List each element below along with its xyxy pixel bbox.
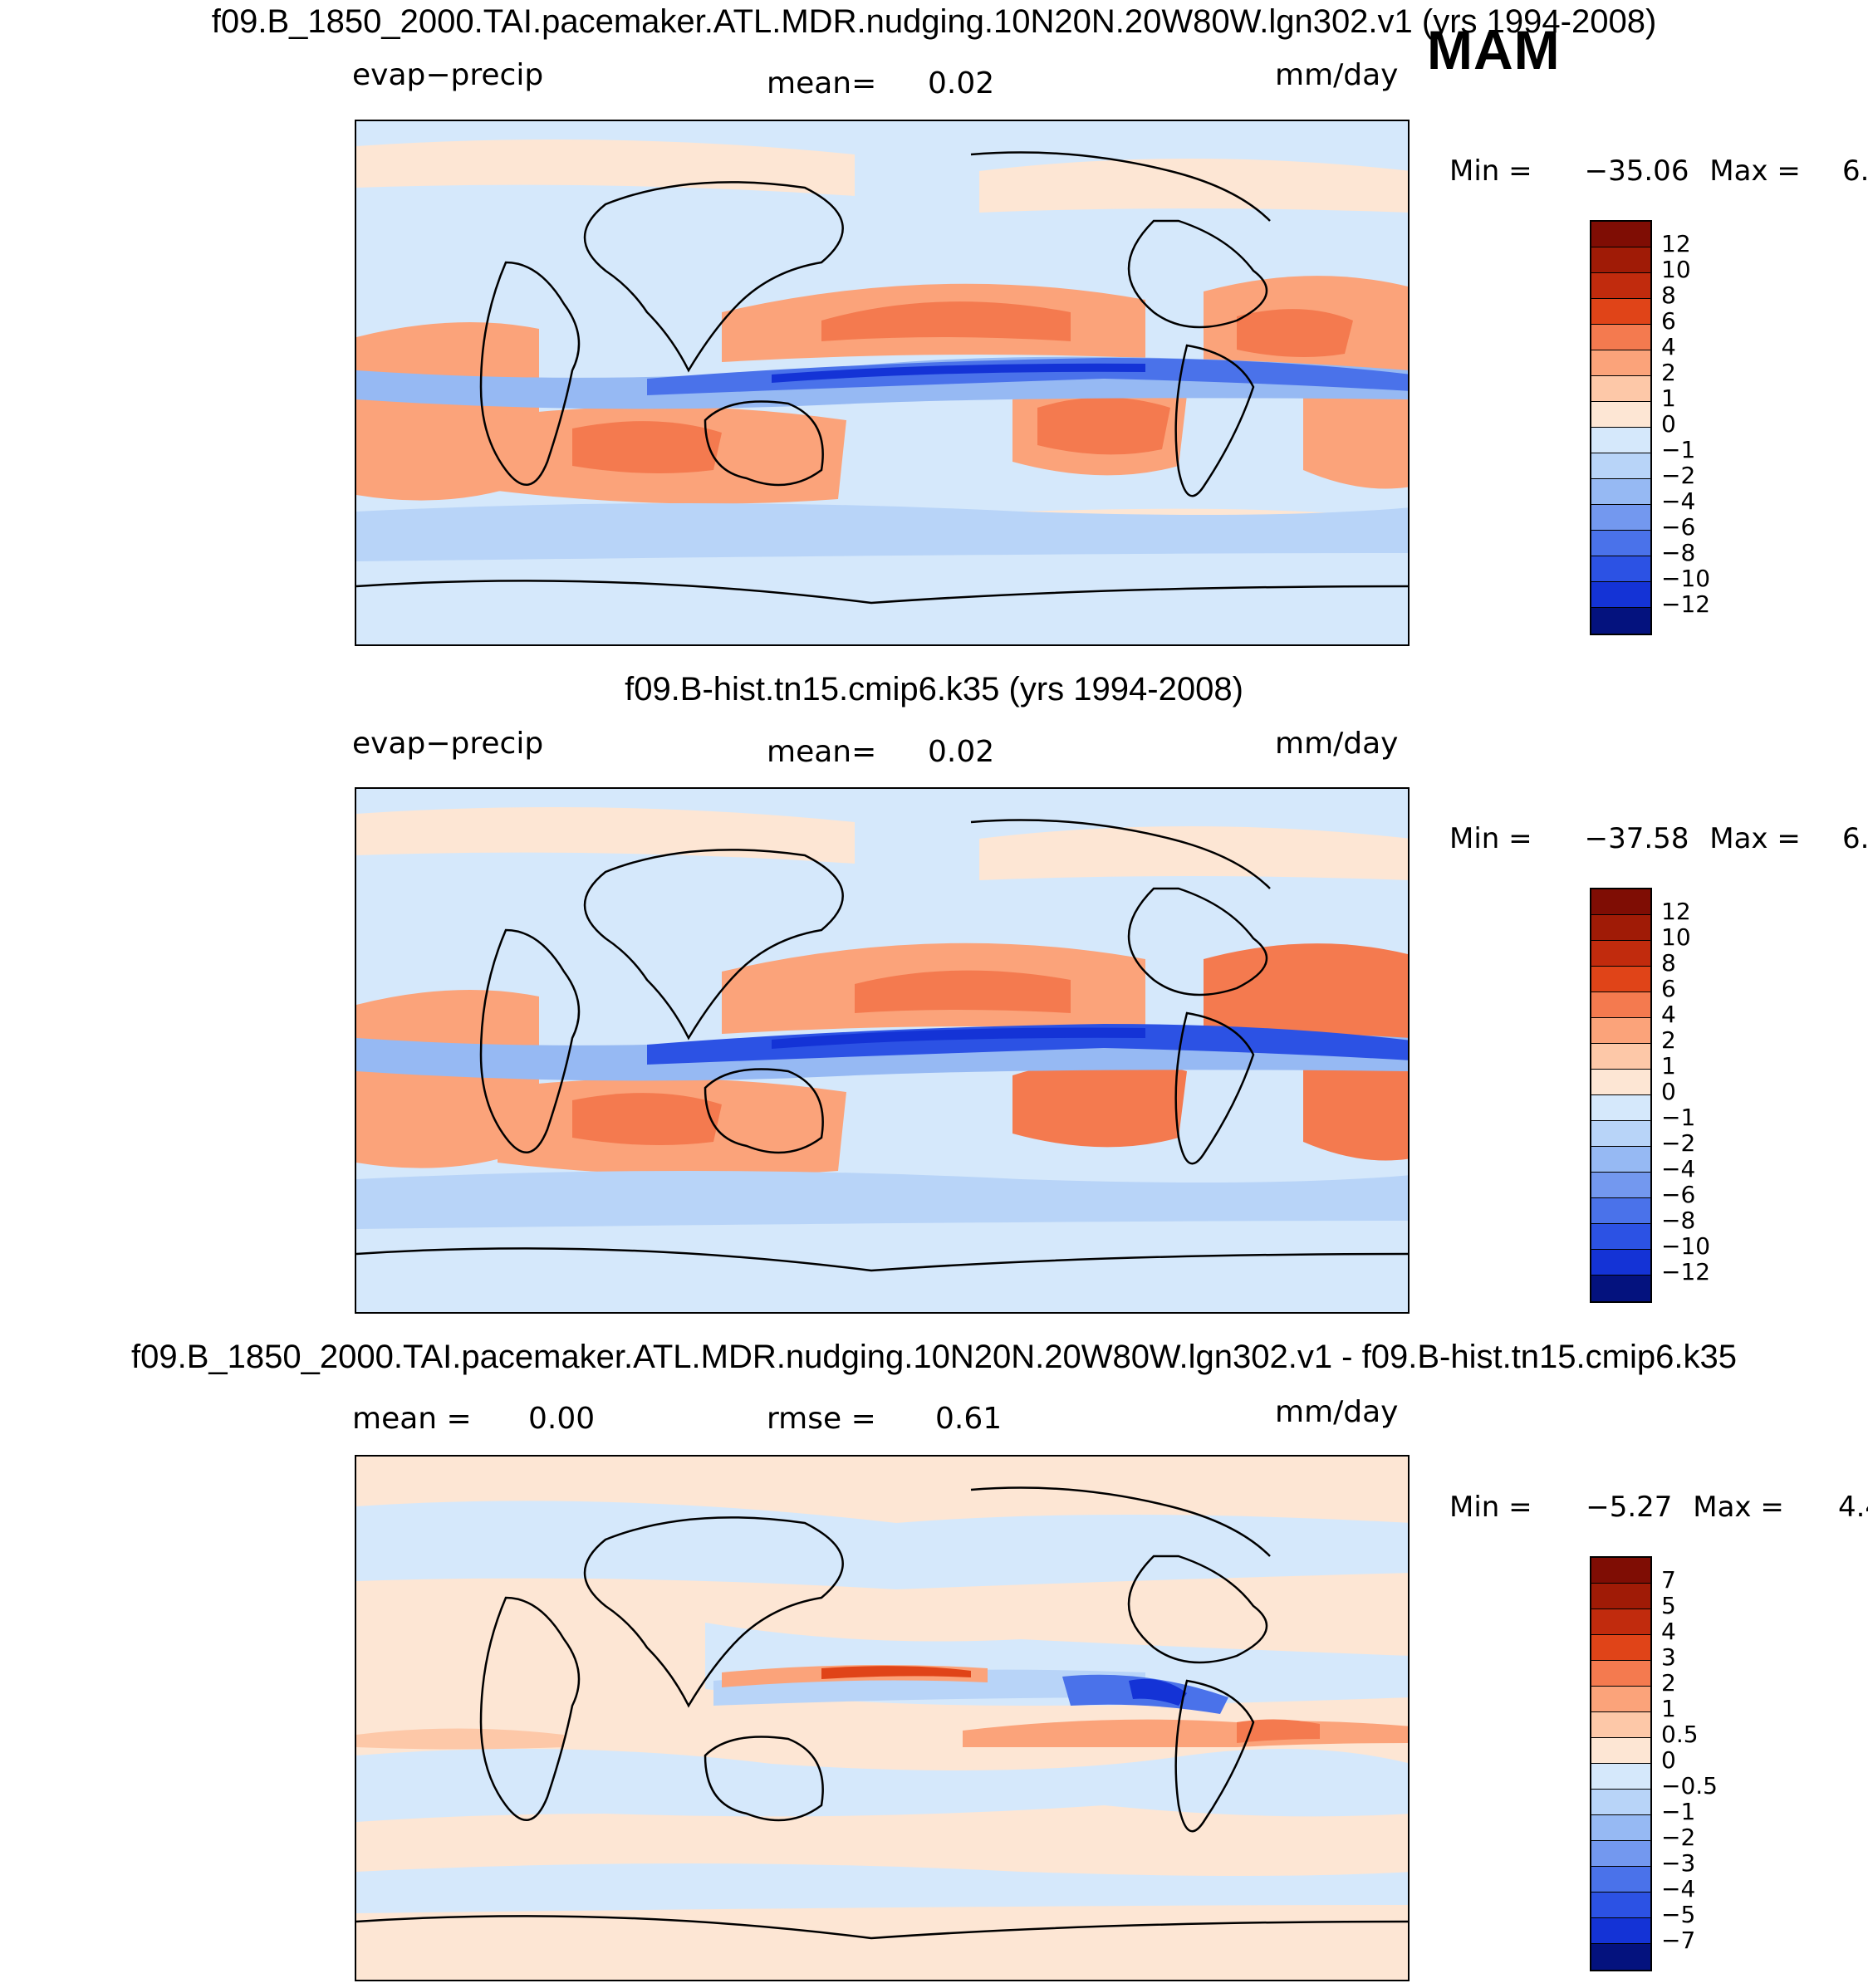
panel-1-min-max: Min = −35.06 Max = 6.41	[1449, 154, 1868, 188]
cb3-label: −7	[1661, 1927, 1696, 1954]
season-label: MAM	[1427, 19, 1561, 81]
panel-1-min-value: −35.06	[1584, 154, 1689, 188]
panel-1-units: mm/day	[1275, 58, 1399, 92]
cb1-label: −12	[1661, 590, 1711, 618]
panel-1-max-label: Max =	[1709, 154, 1801, 188]
cb1-label: 8	[1661, 282, 1676, 309]
panel-3-map	[355, 1455, 1410, 1981]
panel-3-min-max: Min = −5.27 Max = 4.43	[1449, 1491, 1868, 1524]
cb3-label: −0.5	[1661, 1772, 1718, 1799]
panel-1-max-value: 6.41	[1841, 154, 1868, 188]
cb2-label: −8	[1661, 1207, 1696, 1234]
panel-2-title: f09.B-hist.tn15.cmip6.k35 (yrs 1994-2008…	[625, 671, 1243, 708]
panel-3-colorbar	[1590, 1556, 1652, 1971]
panel-2-mean-label: mean=	[767, 735, 877, 769]
panel-1-colorbar	[1590, 220, 1652, 635]
cb2-label: −10	[1661, 1232, 1711, 1260]
cb1-label: −8	[1661, 539, 1696, 566]
cb2-label: 4	[1661, 1001, 1676, 1028]
cb2-label: 1	[1661, 1052, 1676, 1080]
cb3-label: −3	[1661, 1849, 1696, 1877]
cb1-label: 6	[1661, 307, 1676, 335]
cb2-label: 8	[1661, 949, 1676, 977]
cb3-label: 0.5	[1661, 1721, 1699, 1748]
panel-3-title: f09.B_1850_2000.TAI.pacemaker.ATL.MDR.nu…	[131, 1339, 1737, 1375]
panel-3-mean-label: mean =	[352, 1402, 472, 1436]
cb2-label: −1	[1661, 1104, 1696, 1131]
panel-3-min-label: Min =	[1449, 1491, 1532, 1524]
panel-2-map-graphic	[356, 789, 1408, 1312]
panel-3-max-value: 4.43	[1837, 1491, 1868, 1524]
cb2-label: −6	[1661, 1181, 1696, 1208]
panel-3-min-value: −5.27	[1586, 1491, 1673, 1524]
cb2-label: 2	[1661, 1026, 1676, 1054]
cb2-label: −12	[1661, 1258, 1711, 1285]
cb2-label: −4	[1661, 1155, 1696, 1183]
cb1-label: 2	[1661, 359, 1676, 386]
cb3-label: 5	[1661, 1592, 1676, 1619]
cb1-label: −10	[1661, 565, 1711, 592]
cb3-label: −1	[1661, 1798, 1696, 1825]
panel-2-max-value: 6.44	[1841, 822, 1868, 855]
panel-1-variable-label: evap−precip	[352, 58, 544, 92]
panel-2-max-label: Max =	[1709, 822, 1801, 855]
cb3-label: −2	[1661, 1824, 1696, 1851]
panel-1-title: f09.B_1850_2000.TAI.pacemaker.ATL.MDR.nu…	[211, 3, 1657, 40]
panel-2-min-label: Min =	[1449, 822, 1532, 855]
cb3-label: 1	[1661, 1695, 1676, 1722]
cb3-label: −5	[1661, 1901, 1696, 1928]
panel-3-mean-value: 0.00	[528, 1402, 596, 1436]
cb1-label: 1	[1661, 384, 1676, 412]
cb3-label: 7	[1661, 1566, 1676, 1594]
cb1-label: 12	[1661, 230, 1691, 257]
panel-2-units: mm/day	[1275, 727, 1399, 761]
panel-1-min-label: Min =	[1449, 154, 1532, 188]
panel-3-max-label: Max =	[1693, 1491, 1784, 1524]
panel-1-map-graphic	[356, 121, 1408, 644]
cb1-label: 10	[1661, 256, 1691, 283]
cb3-label: −4	[1661, 1875, 1696, 1902]
panel-3-rmse-label: rmse =	[767, 1402, 876, 1436]
cb1-label: 4	[1661, 333, 1676, 360]
panel-3-map-graphic	[356, 1457, 1408, 1980]
panel-2-map	[355, 787, 1410, 1314]
panel-2-min-max: Min = −37.58 Max = 6.44	[1449, 822, 1868, 855]
cb2-label: 0	[1661, 1078, 1676, 1105]
panel-1-mean-label: mean=	[767, 66, 877, 100]
cb3-label: 0	[1661, 1746, 1676, 1774]
cb1-label: −2	[1661, 462, 1696, 489]
panel-2-mean-value: 0.02	[928, 735, 995, 769]
cb1-label: −6	[1661, 513, 1696, 541]
cb1-label: 0	[1661, 410, 1676, 438]
cb2-label: 10	[1661, 923, 1691, 951]
panel-2-colorbar	[1590, 888, 1652, 1303]
cb2-label: 6	[1661, 975, 1676, 1002]
cb2-label: 12	[1661, 898, 1691, 925]
cb3-label: 3	[1661, 1643, 1676, 1671]
panel-3-rmse-value: 0.61	[935, 1402, 1003, 1436]
cb1-label: −4	[1661, 487, 1696, 515]
panel-2-variable-label: evap−precip	[352, 727, 544, 761]
panel-2-min-value: −37.58	[1584, 822, 1689, 855]
cb3-label: 4	[1661, 1618, 1676, 1645]
panel-1-map	[355, 120, 1410, 646]
cb3-label: 2	[1661, 1669, 1676, 1697]
panel-3-units: mm/day	[1275, 1395, 1399, 1429]
cb1-label: −1	[1661, 436, 1696, 463]
panel-1-mean-value: 0.02	[928, 66, 995, 100]
cb2-label: −2	[1661, 1129, 1696, 1157]
